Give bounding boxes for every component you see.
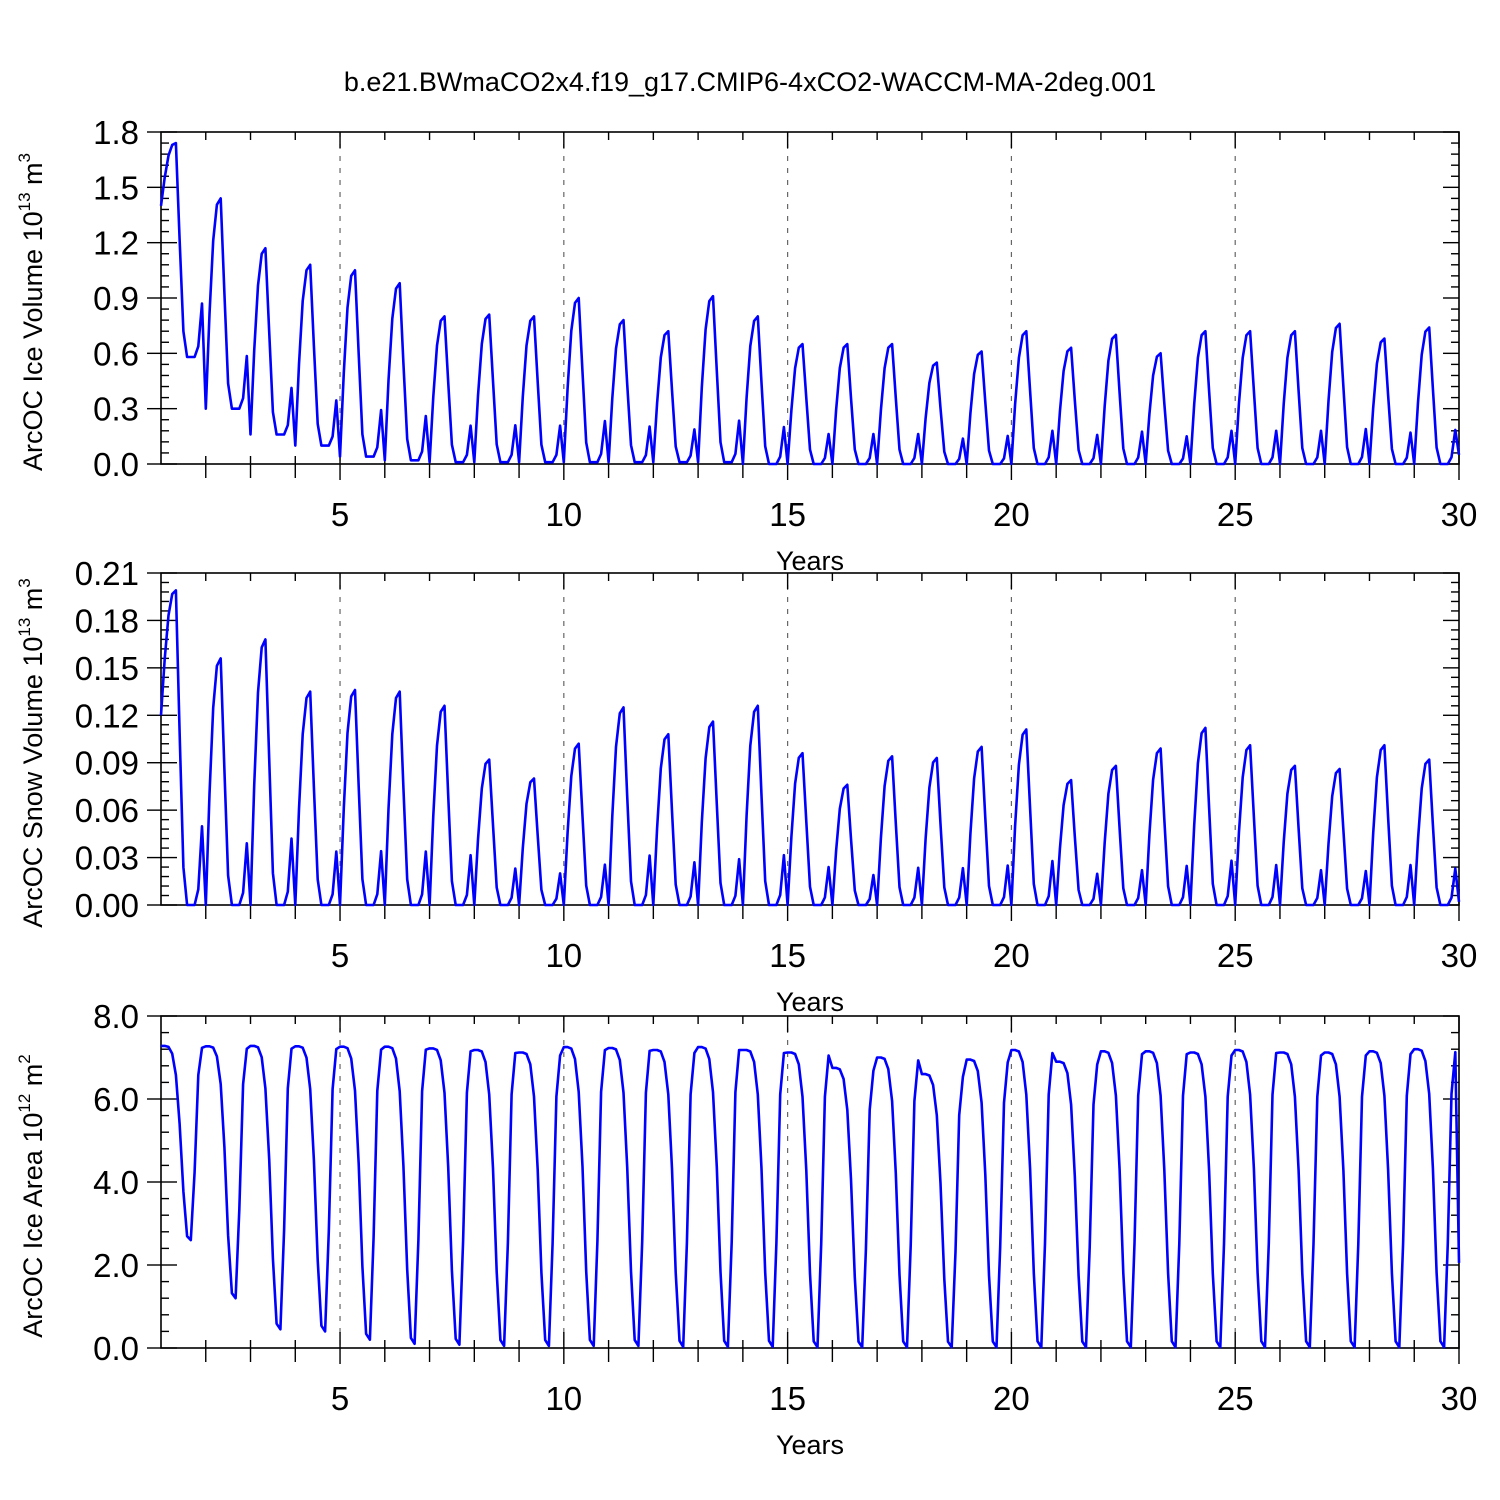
x-tick-label: 5 <box>331 496 349 533</box>
y-tick-label: 0.6 <box>93 335 139 372</box>
panel-3: 0.0 2.0 4.0 6.0 8.0 5 10 15 20 25 30 Years ArcOC Ice… <box>15 998 1477 1460</box>
x-tick-label: 10 <box>545 496 582 533</box>
x-tick-label: 20 <box>993 937 1030 974</box>
x-tick-label: 30 <box>1441 496 1478 533</box>
series-line <box>161 1044 1461 1349</box>
y-tick-label: 0.0 <box>93 446 139 483</box>
x-axis-label: Years <box>776 546 844 576</box>
x-tick-label: 20 <box>993 496 1030 533</box>
y-tick-label: 6.0 <box>93 1081 139 1118</box>
y-tick-label: 0.0 <box>93 1330 139 1367</box>
x-tick-label: 30 <box>1441 937 1478 974</box>
chart-title: b.e21.BWmaCO2x4.f19_g17.CMIP6-4xCO2-WACC… <box>344 67 1156 97</box>
x-tick-label: 25 <box>1217 937 1254 974</box>
x-tick-label: 15 <box>769 937 806 974</box>
y-tick-label: 0.18 <box>75 602 139 639</box>
y-tick-label: 1.2 <box>93 225 139 262</box>
x-tick-label: 30 <box>1441 1380 1478 1417</box>
y-tick-label: 0.06 <box>75 792 139 829</box>
x-tick-label: 15 <box>769 496 806 533</box>
x-axis-label: Years <box>776 1430 844 1460</box>
y-tick-label: 1.5 <box>93 169 139 206</box>
plot-frame <box>160 572 1460 906</box>
panel-1: 0.0 0.3 0.6 0.9 1.2 1.5 1.8 5 10 15 20 25 30 Years Arc… <box>15 114 1477 576</box>
y-tick-label: 2.0 <box>93 1247 139 1284</box>
y-tick-label: 0.12 <box>75 697 139 734</box>
x-axis-label: Years <box>776 987 844 1017</box>
x-tick-label: 10 <box>545 1380 582 1417</box>
y-tick-label: 8.0 <box>93 998 139 1035</box>
panel-2: 0.00 0.03 0.06 0.09 0.12 0.15 0.18 0.21 5 10 15 20 2… <box>15 555 1477 1017</box>
y-tick-label: 0.21 <box>75 555 139 592</box>
y-tick-label: 0.03 <box>75 840 139 877</box>
y-tick-label: 0.3 <box>93 391 139 428</box>
x-tick-label: 15 <box>769 1380 806 1417</box>
series-line <box>159 141 1461 466</box>
y-tick-label: 1.8 <box>93 114 139 151</box>
y-axis-label: ArcOC Ice Volume 1013 m3 <box>15 153 48 471</box>
x-tick-label: 25 <box>1217 1380 1254 1417</box>
y-tick-label: 0.9 <box>93 280 139 317</box>
y-tick-label: 0.09 <box>75 745 139 782</box>
x-tick-label: 5 <box>331 937 349 974</box>
x-tick-label: 10 <box>545 937 582 974</box>
series-line <box>159 589 1461 907</box>
y-tick-label: 0.15 <box>75 650 139 687</box>
y-tick-label: 0.00 <box>75 887 139 924</box>
plot-frame <box>160 1015 1460 1349</box>
x-tick-label: 5 <box>331 1380 349 1417</box>
x-tick-label: 25 <box>1217 496 1254 533</box>
y-tick-label: 4.0 <box>93 1164 139 1201</box>
x-tick-label: 20 <box>993 1380 1030 1417</box>
y-axis-label: ArcOC Ice Area 1012 m2 <box>15 1054 48 1338</box>
y-axis-label: ArcOC Snow Volume 1013 m3 <box>15 578 48 928</box>
